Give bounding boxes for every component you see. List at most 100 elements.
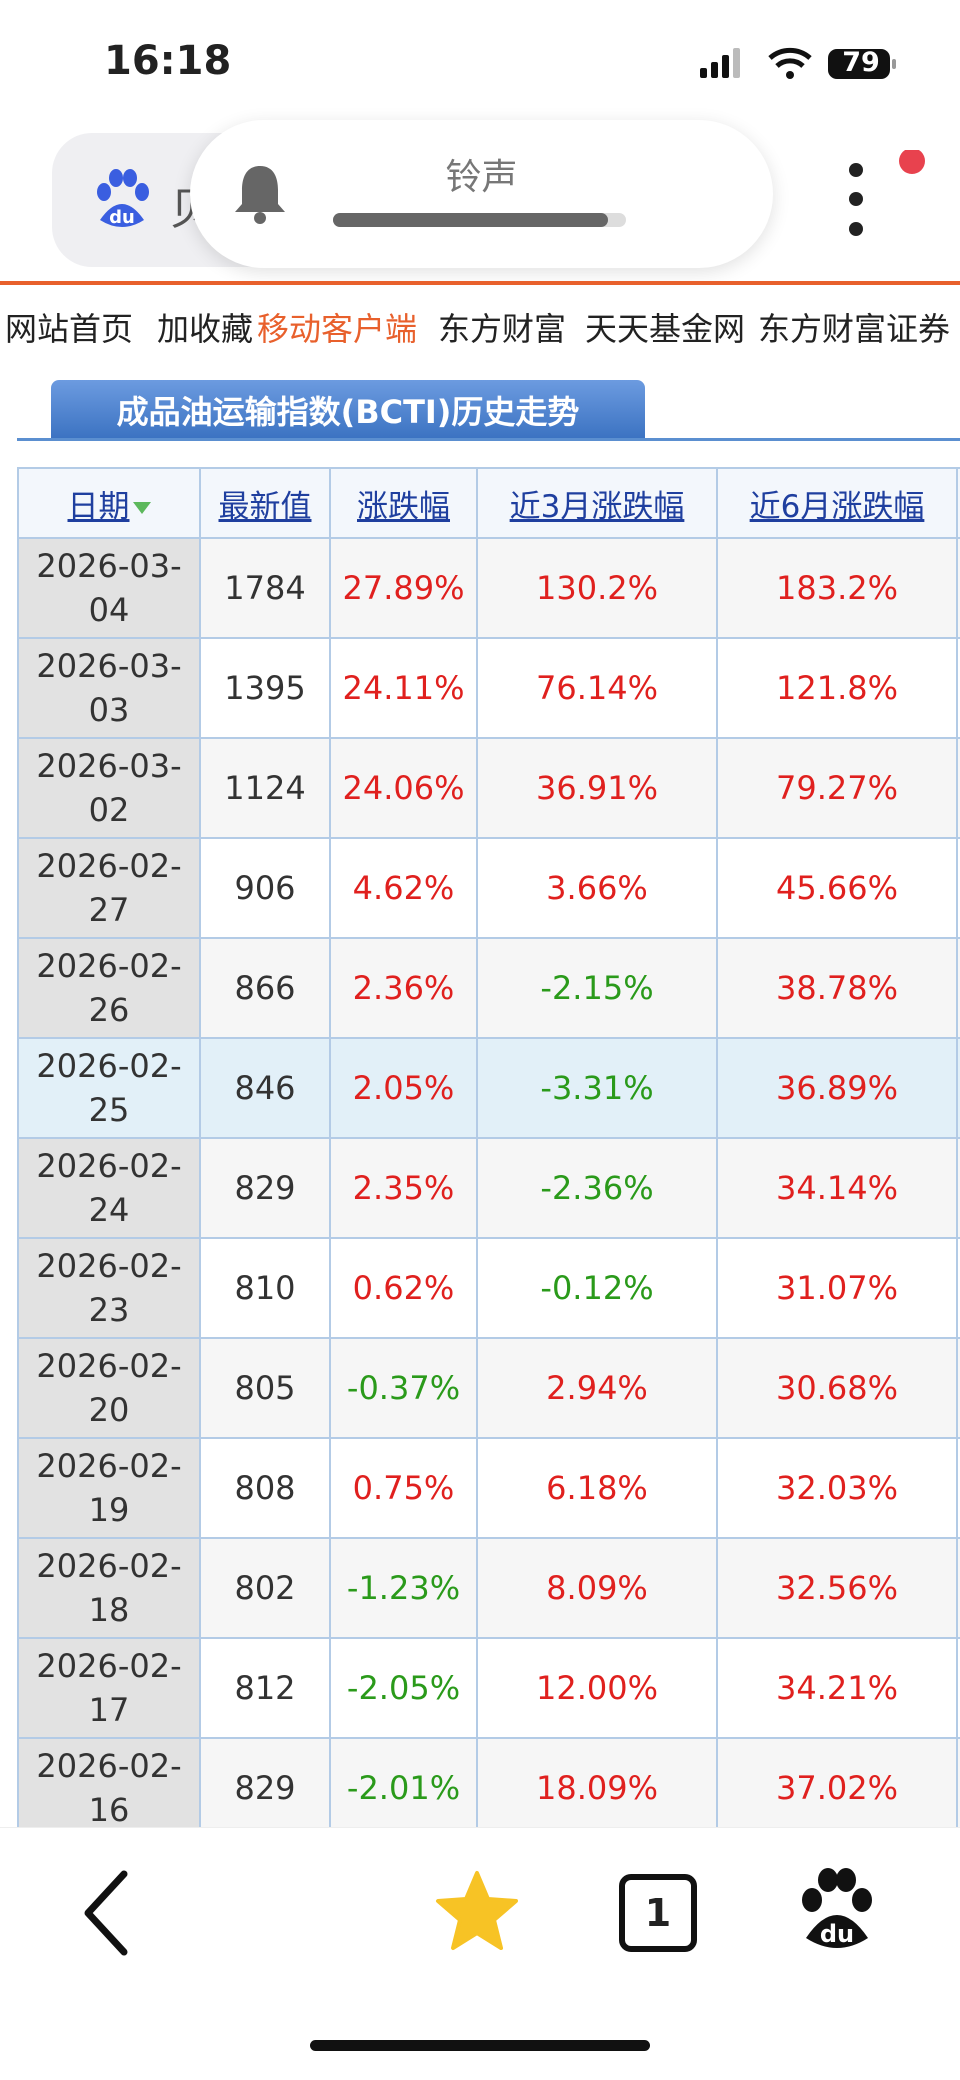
nav-link[interactable]: 东方财富证券 (758, 310, 951, 348)
back-button[interactable] (78, 1868, 138, 1958)
value-cell: 121.8% (716, 637, 958, 739)
value-cell: 3.66% (476, 837, 718, 939)
date-cell: 2026-02-23 (17, 1237, 201, 1339)
value-cell: -2.36% (476, 1137, 718, 1239)
value-cell: 1395 (199, 637, 331, 739)
date-text: 2026-02-25 (36, 1047, 182, 1129)
tab[interactable]: 成品油运输指数(BCTI)历史走势 (51, 380, 645, 438)
value-cell: 45.66% (716, 837, 958, 939)
value-cell: 24.06% (329, 737, 478, 839)
value-cell: 1124 (199, 737, 331, 839)
extra-cell (956, 1737, 960, 1827)
value-cell: 130.2% (476, 537, 718, 639)
date-cell: 2026-02-24 (17, 1137, 201, 1239)
extra-cell (956, 1137, 960, 1239)
value-cell: 829 (199, 1137, 331, 1239)
history-table: 日期 最新值 涨跌幅 近3月涨跌幅 近6月涨跌幅 2026-03-04 1784 27.89%… (17, 467, 960, 1827)
baidu-home[interactable]: du (798, 1868, 876, 1954)
header-text: 涨跌幅 (357, 488, 450, 525)
battery-level: 79 (842, 47, 880, 78)
date-cell: 2026-02-27 (17, 837, 201, 939)
value-cell: 829 (199, 1737, 331, 1827)
value-cell: 34.21% (716, 1637, 958, 1739)
table-row: 2026-02-26 866 2.36% -2.15% 38.78% (17, 937, 960, 1039)
column-header[interactable]: 近6月涨跌幅 (716, 467, 958, 539)
svg-text:du: du (820, 1920, 854, 1948)
value-cell: 18.09% (476, 1737, 718, 1827)
value-cell: 32.56% (716, 1537, 958, 1639)
date-cell: 2026-02-17 (17, 1637, 201, 1739)
tabs-button[interactable]: 1 (619, 1874, 697, 1952)
column-header[interactable]: 日期 (17, 467, 201, 539)
value-cell: 808 (199, 1437, 331, 1539)
value-cell: -0.12% (476, 1237, 718, 1339)
column-header[interactable]: 最新值 (199, 467, 331, 539)
header-text: 日期 (67, 488, 130, 525)
value-cell: 802 (199, 1537, 331, 1639)
date-text: 2026-02-24 (36, 1147, 182, 1229)
date-cell: 2026-03-03 (17, 637, 201, 739)
extra-cell (956, 1637, 960, 1739)
value-cell: -2.15% (476, 937, 718, 1039)
divider (0, 281, 960, 285)
date-text: 2026-03-04 (36, 547, 182, 629)
column-header[interactable]: 涨跌幅 (329, 467, 478, 539)
date-text: 2026-02-20 (36, 1347, 182, 1429)
value-cell: 0.75% (329, 1437, 478, 1539)
value-cell: 12.00% (476, 1637, 718, 1739)
value-cell: 6.18% (476, 1437, 718, 1539)
header-row: 日期 最新值 涨跌幅 近3月涨跌幅 近6月涨跌幅 (17, 467, 960, 539)
value-cell: 2.35% (329, 1137, 478, 1239)
nav-link[interactable]: 网站首页 (5, 310, 134, 348)
value-cell: 805 (199, 1337, 331, 1439)
date-text: 2026-03-02 (36, 747, 182, 829)
home-indicator (310, 2040, 650, 2051)
nav-link[interactable]: 东方财富 (438, 310, 567, 348)
date-text: 2026-02-23 (36, 1247, 182, 1329)
date-cell: 2026-02-20 (17, 1337, 201, 1439)
bell-icon (235, 166, 285, 224)
table-row: 2026-02-18 802 -1.23% 8.09% 32.56% (17, 1537, 960, 1639)
value-cell: -0.37% (329, 1337, 478, 1439)
date-cell: 2026-02-18 (17, 1537, 201, 1639)
extra-cell (956, 1337, 960, 1439)
column-header-extra (956, 467, 960, 539)
value-cell: 810 (199, 1237, 331, 1339)
baidu-logo: du (97, 169, 149, 228)
value-cell: 0.62% (329, 1237, 478, 1339)
date-text: 2026-02-17 (36, 1647, 182, 1729)
tab-underline (17, 438, 960, 441)
table-row: 2026-03-02 1124 24.06% 36.91% 79.27% (17, 737, 960, 839)
value-cell: 2.94% (476, 1337, 718, 1439)
table-row: 2026-02-19 808 0.75% 6.18% 32.03% (17, 1437, 960, 1539)
nav-link[interactable]: 天天基金网 (585, 310, 746, 348)
date-text: 2026-02-26 (36, 947, 182, 1029)
date-text: 2026-03-03 (36, 647, 182, 729)
value-cell: 38.78% (716, 937, 958, 1039)
date-text: 2026-02-18 (36, 1547, 182, 1629)
date-cell: 2026-03-04 (17, 537, 201, 639)
value-cell: 34.14% (716, 1137, 958, 1239)
value-cell: 32.03% (716, 1437, 958, 1539)
status-icons (700, 47, 896, 79)
favorite-button[interactable] (434, 1870, 520, 1952)
value-cell: 24.11% (329, 637, 478, 739)
extra-cell (956, 1437, 960, 1539)
table-row: 2026-02-20 805 -0.37% 2.94% 30.68% (17, 1337, 960, 1439)
table-row: 2026-02-25 846 2.05% -3.31% 36.89% (17, 1037, 960, 1139)
menu-button[interactable] (836, 150, 926, 240)
extra-cell (956, 837, 960, 939)
sort-arrow (132, 502, 151, 514)
date-text: 2026-02-19 (36, 1447, 182, 1529)
nav-link[interactable]: 加收藏 (157, 310, 254, 348)
value-cell: 27.89% (329, 537, 478, 639)
nav-link[interactable]: 移动客户端 (257, 310, 418, 348)
value-cell: 2.05% (329, 1037, 478, 1139)
column-header[interactable]: 近3月涨跌幅 (476, 467, 718, 539)
nav-bar: 网站首页 加收藏 移动客户端 东方财富 天天基金网 东方财富证券 (0, 304, 960, 348)
date-cell: 2026-02-26 (17, 937, 201, 1039)
value-cell: -3.31% (476, 1037, 718, 1139)
table-row: 2026-02-24 829 2.35% -2.36% 34.14% (17, 1137, 960, 1239)
notification-title: 铃声 (445, 157, 518, 198)
value-cell: 76.14% (476, 637, 718, 739)
